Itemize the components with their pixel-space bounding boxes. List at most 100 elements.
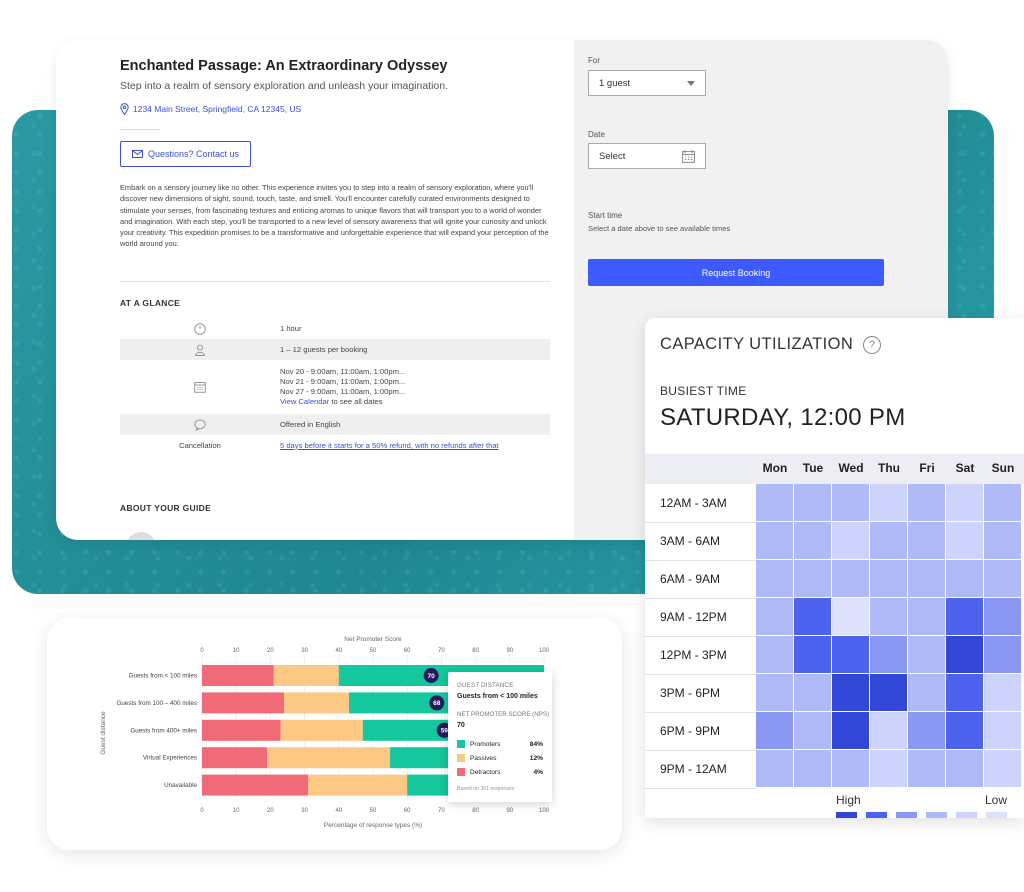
date-picker[interactable]: Select <box>588 143 706 169</box>
heatmap-cell[interactable] <box>832 750 869 787</box>
time-range-label: 6PM - 9PM <box>660 724 721 738</box>
guests-select[interactable]: 1 guest <box>588 70 706 96</box>
heatmap-cell[interactable] <box>756 560 793 597</box>
tooltip-series-name: Passives <box>470 755 497 762</box>
heatmap-cell[interactable] <box>908 560 945 597</box>
heatmap-cell[interactable] <box>984 522 1021 559</box>
heatmap-cell[interactable] <box>870 636 907 673</box>
time-range-label: 6AM - 9AM <box>660 572 721 586</box>
score-label: 59 <box>441 728 449 735</box>
heatmap-cell[interactable] <box>832 712 869 749</box>
heatmap-cell[interactable] <box>908 674 945 711</box>
heatmap-cell[interactable] <box>870 750 907 787</box>
heatmap-cell[interactable] <box>946 712 983 749</box>
heatmap-cell[interactable] <box>908 522 945 559</box>
day-label: Fri <box>919 461 935 475</box>
heatmap-cell[interactable] <box>908 484 945 521</box>
legend-high-label: High <box>836 793 861 807</box>
heatmap-cell[interactable] <box>756 522 793 559</box>
cancellation-policy-link[interactable]: 5 days before it starts for a 50% refund… <box>280 440 499 450</box>
heatmap-cell[interactable] <box>984 484 1021 521</box>
score-label: 68 <box>433 700 441 707</box>
heatmap-cell[interactable] <box>946 522 983 559</box>
capacity-utilization-card: CAPACITY UTILIZATION ? BUSIEST TIME SATU… <box>645 318 1024 818</box>
x-tick-label: 40 <box>335 808 342 814</box>
capacity-title: CAPACITY UTILIZATION ? <box>660 335 882 354</box>
address-link[interactable]: 1234 Main Street, Springfield, CA 12345,… <box>120 103 301 115</box>
heatmap-cell[interactable] <box>946 674 983 711</box>
heatmap-cell[interactable] <box>908 598 945 635</box>
heatmap-cell[interactable] <box>984 674 1021 711</box>
help-icon[interactable]: ? <box>863 335 882 354</box>
day-label: Sat <box>955 461 975 475</box>
bar-segment <box>308 774 408 796</box>
heatmap-cell[interactable] <box>832 598 869 635</box>
chart-title: Net Promoter Score <box>344 636 402 643</box>
description: Embark on a sensory journey like no othe… <box>120 183 549 249</box>
divider <box>120 129 160 130</box>
x-tick-label-top: 20 <box>267 648 274 654</box>
heatmap-cell[interactable] <box>756 750 793 787</box>
heatmap-cell[interactable] <box>870 712 907 749</box>
heatmap-cell[interactable] <box>984 750 1021 787</box>
tooltip-series-name: Detractors <box>470 769 501 776</box>
heatmap-cell[interactable] <box>794 674 831 711</box>
heatmap-cell[interactable] <box>946 636 983 673</box>
heatmap-cell[interactable] <box>946 750 983 787</box>
heatmap-cell[interactable] <box>870 522 907 559</box>
map-pin-icon <box>120 103 129 115</box>
heatmap-cell[interactable] <box>832 484 869 521</box>
day-label: Tue <box>802 461 824 475</box>
heatmap-cell[interactable] <box>984 712 1021 749</box>
category-label: Guests from 100 – 400 miles <box>117 700 198 707</box>
heatmap-cell[interactable] <box>946 598 983 635</box>
heatmap-cell[interactable] <box>832 522 869 559</box>
heatmap-cell[interactable] <box>794 560 831 597</box>
heatmap-cell[interactable] <box>908 712 945 749</box>
request-booking-button[interactable]: Request Booking <box>588 259 884 286</box>
x-tick-label-top: 90 <box>506 648 513 654</box>
glance-row-language: Offered in English <box>120 414 550 435</box>
heatmap-cell[interactable] <box>794 522 831 559</box>
heatmap-cell[interactable] <box>794 636 831 673</box>
glance-row-dates: Nov 20 - 9:00am, 11:00am, 1:00pm... Nov … <box>120 360 550 414</box>
heatmap-cell[interactable] <box>870 674 907 711</box>
heatmap-cell[interactable] <box>870 560 907 597</box>
date-line: Nov 27 - 9:00am, 11:00am, 1:00pm... <box>280 387 406 396</box>
time-range-label: 12AM - 3AM <box>660 496 727 510</box>
heatmap-cell[interactable] <box>756 712 793 749</box>
x-tick-label-top: 60 <box>404 648 411 654</box>
heatmap-cell[interactable] <box>984 636 1021 673</box>
heatmap-cell[interactable] <box>984 560 1021 597</box>
tooltip-swatch <box>457 768 465 776</box>
row-divider <box>645 674 756 675</box>
heatmap-cell[interactable] <box>908 636 945 673</box>
view-calendar-suffix: to see all dates <box>331 397 383 406</box>
x-tick-label: 0 <box>200 808 204 814</box>
heatmap-cell[interactable] <box>756 636 793 673</box>
heatmap-cell[interactable] <box>832 674 869 711</box>
heatmap-cell[interactable] <box>794 712 831 749</box>
heatmap-cell[interactable] <box>794 598 831 635</box>
heatmap-cell[interactable] <box>908 750 945 787</box>
tooltip-swatch <box>457 754 465 762</box>
x-axis-label: Percentage of response types (%) <box>324 822 422 829</box>
heatmap-cell[interactable] <box>832 560 869 597</box>
heatmap-cell[interactable] <box>984 598 1021 635</box>
bar-segment <box>284 692 350 714</box>
clock-icon <box>194 322 206 335</box>
heatmap-cell[interactable] <box>870 484 907 521</box>
heatmap-cell[interactable] <box>794 484 831 521</box>
heatmap-cell[interactable] <box>832 636 869 673</box>
heatmap-cell[interactable] <box>794 750 831 787</box>
heatmap-cell[interactable] <box>870 598 907 635</box>
heatmap-cell[interactable] <box>756 674 793 711</box>
heatmap-cell[interactable] <box>946 560 983 597</box>
contact-button[interactable]: Questions? Contact us <box>120 141 251 167</box>
heatmap-cell[interactable] <box>946 484 983 521</box>
category-label: Unavailable <box>164 782 197 789</box>
view-calendar-link[interactable]: View Calendar <box>280 397 330 406</box>
heatmap-cell[interactable] <box>756 484 793 521</box>
language-text: Offered in English <box>280 419 341 429</box>
heatmap-cell[interactable] <box>756 598 793 635</box>
